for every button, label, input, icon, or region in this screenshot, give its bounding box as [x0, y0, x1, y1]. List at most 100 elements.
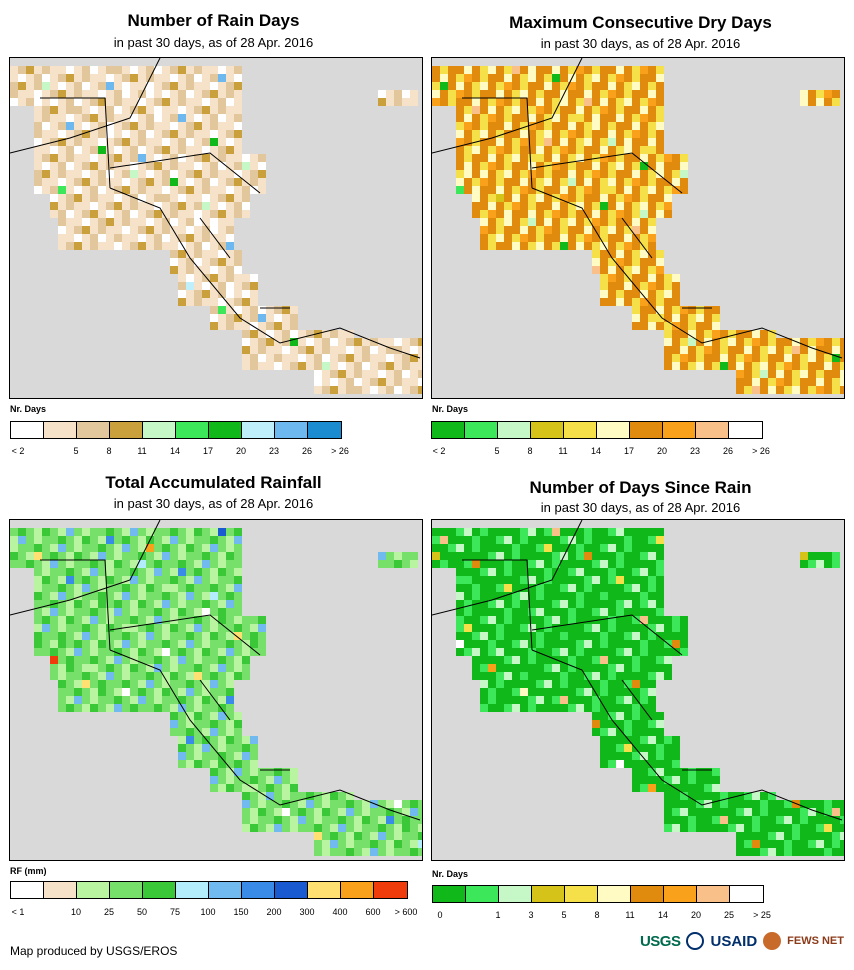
- grid-cell: [496, 696, 504, 704]
- grid-cell: [154, 74, 162, 82]
- grid-cell: [58, 202, 66, 210]
- grid-cell: [98, 98, 106, 106]
- grid-cell: [648, 146, 656, 154]
- grid-cell: [42, 178, 50, 186]
- grid-cell: [114, 234, 122, 242]
- grid-cell: [832, 370, 840, 378]
- legend-swatch: [630, 422, 663, 438]
- grid-cell: [418, 848, 422, 856]
- grid-cell: [472, 528, 480, 536]
- grid-cell: [560, 584, 568, 592]
- country-borders: [432, 520, 843, 821]
- grid-cell: [90, 226, 98, 234]
- grid-cell: [186, 202, 194, 210]
- grid-cell: [504, 584, 512, 592]
- grid-cell: [496, 106, 504, 114]
- grid-cell: [504, 218, 512, 226]
- grid-cell: [640, 90, 648, 98]
- grid-cell: [274, 808, 282, 816]
- grid-cell: [266, 322, 274, 330]
- grid-cell: [242, 202, 250, 210]
- grid-cell: [314, 816, 322, 824]
- grid-cell: [568, 608, 576, 616]
- grid-cell: [520, 696, 528, 704]
- grid-cell: [488, 146, 496, 154]
- grid-cell: [154, 210, 162, 218]
- grid-cell: [528, 592, 536, 600]
- grid-cell: [114, 584, 122, 592]
- grid-cell: [632, 600, 640, 608]
- grid-cell: [736, 370, 744, 378]
- grid-cell: [242, 162, 250, 170]
- grid-cell: [840, 840, 844, 848]
- grid-cell: [584, 98, 592, 106]
- grid-cell: [138, 74, 146, 82]
- grid-cell: [130, 704, 138, 712]
- grid-cell: [226, 194, 234, 202]
- grid-cell: [496, 242, 504, 250]
- grid-cell: [776, 370, 784, 378]
- grid-cell: [632, 656, 640, 664]
- grid-cell: [186, 242, 194, 250]
- grid-cell: [488, 186, 496, 194]
- grid-cell: [776, 808, 784, 816]
- grid-cell: [170, 114, 178, 122]
- grid-cell: [90, 242, 98, 250]
- grid-cell: [488, 584, 496, 592]
- grid-cell: [66, 536, 74, 544]
- grid-cell: [664, 290, 672, 298]
- grid-cell: [130, 162, 138, 170]
- grid-cell: [504, 154, 512, 162]
- grid-cell: [472, 576, 480, 584]
- grid-cell: [122, 74, 130, 82]
- grid-cell: [760, 346, 768, 354]
- grid-cell: [210, 552, 218, 560]
- grid-cell: [170, 680, 178, 688]
- grid-cell: [266, 354, 274, 362]
- grid-cell: [600, 632, 608, 640]
- grid-cell: [552, 536, 560, 544]
- grid-cell: [170, 648, 178, 656]
- grid-cell: [616, 66, 624, 74]
- grid-cell: [162, 162, 170, 170]
- grid-cell: [576, 106, 584, 114]
- grid-cell: [82, 162, 90, 170]
- grid-cell: [480, 146, 488, 154]
- grid-cell: [378, 824, 386, 832]
- grid-cell: [218, 600, 226, 608]
- grid-cell: [154, 106, 162, 114]
- legend-swatch: [44, 422, 77, 438]
- grid-cell: [776, 824, 784, 832]
- grid-cell: [544, 98, 552, 106]
- grid-cell: [840, 808, 844, 816]
- grid-cell: [672, 306, 680, 314]
- grid-cell: [298, 362, 306, 370]
- grid-cell: [82, 688, 90, 696]
- grid-cell: [672, 282, 680, 290]
- grid-cell: [576, 608, 584, 616]
- grid-cell: [170, 712, 178, 720]
- grid-cell: [616, 290, 624, 298]
- grid-cell: [394, 90, 402, 98]
- grid-cell: [672, 776, 680, 784]
- grid-cell: [824, 848, 832, 856]
- grid-cell: [616, 178, 624, 186]
- grid-cell: [266, 784, 274, 792]
- grid-cell: [488, 696, 496, 704]
- grid-cell: [560, 624, 568, 632]
- grid-cell: [584, 130, 592, 138]
- grid-cell: [146, 672, 154, 680]
- grid-cell: [186, 282, 194, 290]
- grid-cell: [218, 258, 226, 266]
- grid-cell: [488, 138, 496, 146]
- grid-cell: [648, 552, 656, 560]
- grid-cell: [512, 210, 520, 218]
- grid-cell: [186, 544, 194, 552]
- grid-cell: [552, 664, 560, 672]
- grid-cell: [82, 552, 90, 560]
- grid-cell: [386, 378, 394, 386]
- grid-cell: [234, 138, 242, 146]
- grid-cell: [640, 202, 648, 210]
- grid-cell: [496, 234, 504, 242]
- grid-cell: [42, 536, 50, 544]
